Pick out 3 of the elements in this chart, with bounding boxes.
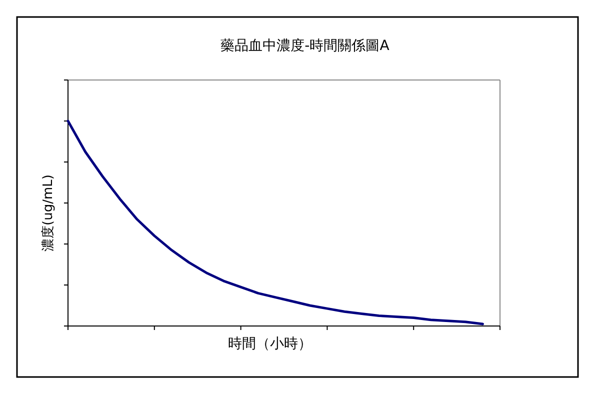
y-axis-title: 濃度(ug/mL) bbox=[40, 174, 56, 252]
chart-title: 藥品血中濃度-時間關係圖A bbox=[220, 38, 390, 54]
x-axis-title: 時間（小時） bbox=[228, 336, 312, 352]
